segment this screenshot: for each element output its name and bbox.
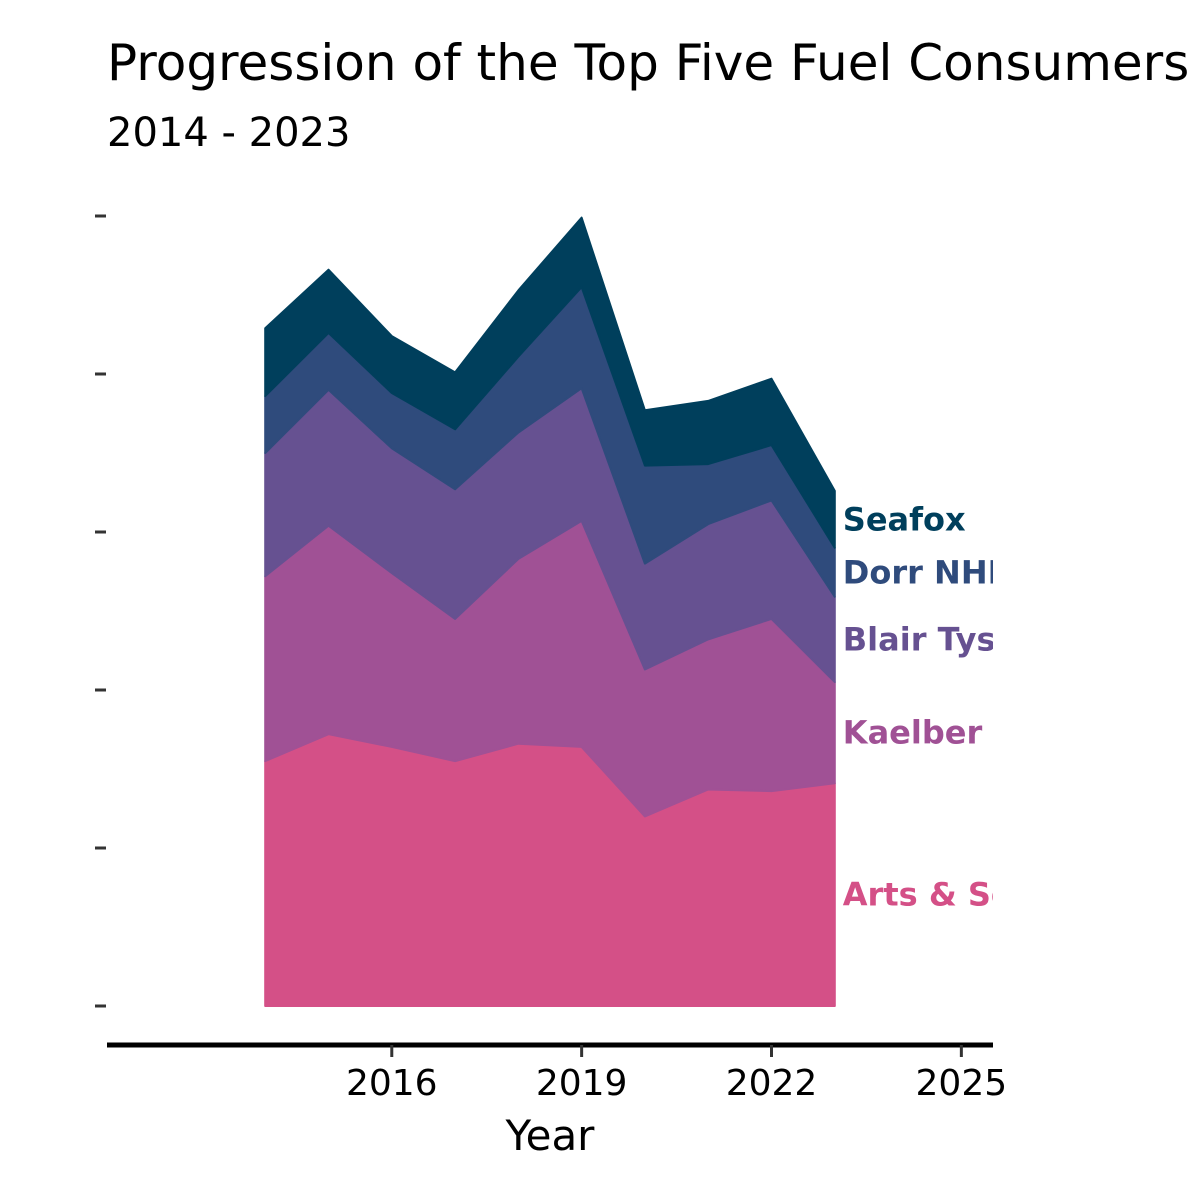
x-tick-label: 2022	[726, 1063, 818, 1104]
series-labels: Arts & Science Kaelber Blair Tyson Dorr NHM…	[843, 500, 1106, 914]
y-axis	[95, 214, 106, 1008]
area-seafox	[264, 216, 836, 549]
x-axis-title: Year	[505, 1111, 596, 1160]
series-label-blair-tyson: Blair Tyson	[843, 620, 1041, 658]
x-axis: 2016 2019 2022 2025	[107, 1042, 1008, 1104]
x-tick-label: 2016	[346, 1063, 438, 1104]
x-tick-label: 2025	[916, 1063, 1008, 1104]
series-label-kaelber: Kaelber	[843, 714, 983, 752]
series-label-seafox: Seafox	[843, 500, 966, 538]
chart-subtitle: 2014 - 2023	[107, 110, 351, 156]
series-label-dorr-nhm: Dorr NHM	[843, 553, 1020, 591]
series-label-arts-science: Arts & Science	[843, 876, 1106, 914]
chart-title: Progression of the Top Five Fuel Consume…	[107, 34, 1190, 92]
x-tick-label: 2019	[536, 1063, 628, 1104]
area-layers	[264, 216, 836, 1007]
